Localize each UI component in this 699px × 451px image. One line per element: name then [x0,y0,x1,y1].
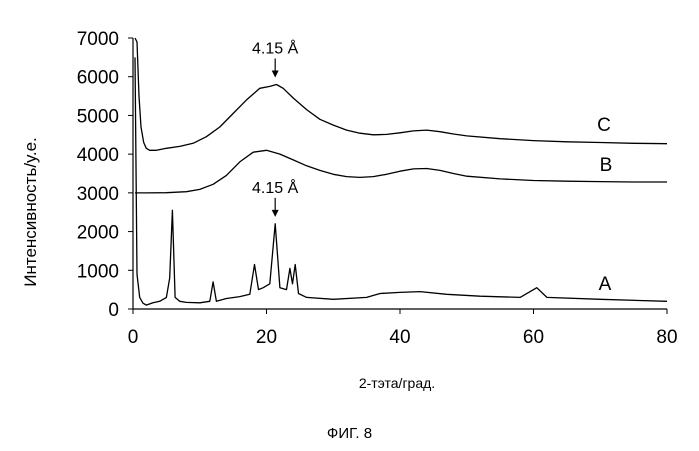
y-tick-label: 2000 [77,223,119,244]
series-label-a: A [599,274,612,295]
series-label-c: C [597,115,611,136]
chart-axes [133,38,667,309]
x-tick-label: 80 [656,327,677,348]
x-tick-label: 60 [523,327,544,348]
annotation-label: 4.15 Å [252,178,299,197]
chart-series: A BC [135,38,667,305]
y-tick-label: 0 [108,300,119,321]
y-tick-label: 3000 [77,184,119,205]
x-axis-label: 2-тэта/град. [359,375,435,391]
y-tick-label: 6000 [77,68,119,89]
annotation-label: 4.15 Å [252,38,299,57]
xrd-chart: 0 1000 2000 3000 4000 5000 6000 7000 0 20 40 60 80 A… [0,0,699,420]
chart-annotations: 4.15 Å 4.15 Å [252,38,299,216]
series-line-b [135,150,667,193]
series-label-b: B [600,155,613,176]
x-tick-label: 0 [128,327,139,348]
y-tick-label: 4000 [77,145,119,166]
y-axis-label: Интенсивность/у.е. [21,137,40,286]
x-tick-label: 40 [389,327,410,348]
annotation-arrow-head [272,70,279,77]
series-line-c [135,38,667,150]
y-tick-label: 5000 [77,106,119,127]
figure-caption: ФИГ. 8 [0,425,699,442]
chart-ticks: 0 1000 2000 3000 4000 5000 6000 7000 0 20 40 60 80 [77,29,678,348]
x-tick-label: 20 [256,327,277,348]
y-tick-label: 1000 [77,261,119,282]
y-tick-label: 7000 [77,29,119,50]
annotation-arrow-head [272,210,279,217]
